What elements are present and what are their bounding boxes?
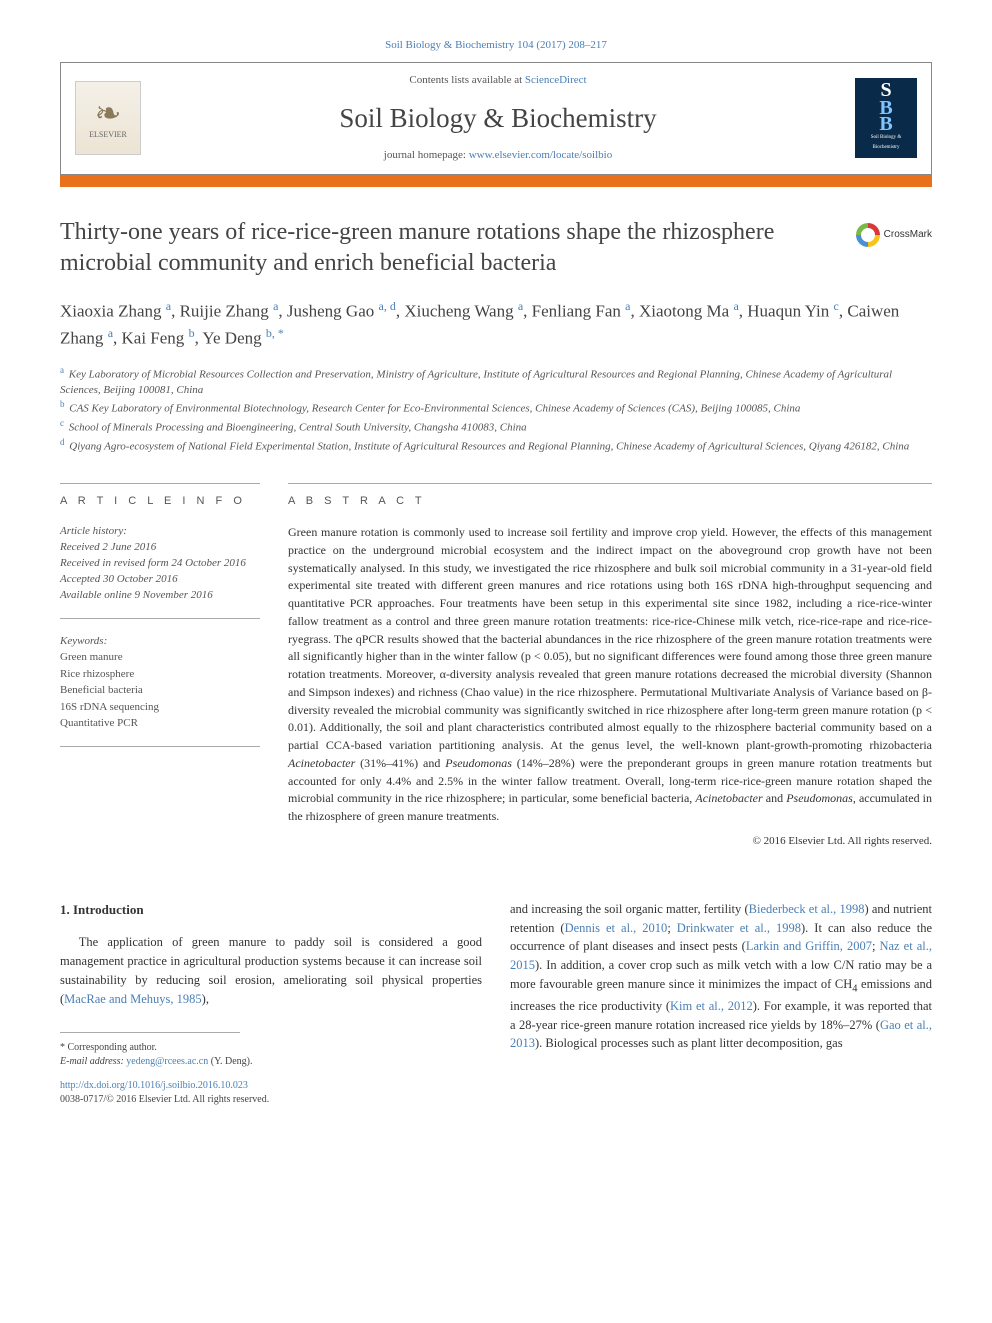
sciencedirect-link[interactable]: ScienceDirect — [525, 74, 587, 86]
footnote-rule — [60, 1032, 240, 1041]
abstract-column: A B S T R A C T Green manure rotation is… — [288, 483, 932, 850]
history-received: Received 2 June 2016 — [60, 541, 156, 553]
journal-header: ❧ ELSEVIER Contents lists available at S… — [60, 62, 932, 175]
corresponding-note: * Corresponding author. — [60, 1041, 482, 1055]
copyright-line: © 2016 Elsevier Ltd. All rights reserved… — [288, 834, 932, 850]
header-center: Contents lists available at ScienceDirec… — [153, 73, 843, 164]
history-label: Article history: — [60, 525, 127, 537]
title-row: Thirty-one years of rice-rice-green manu… — [60, 217, 932, 297]
history-online: Available online 9 November 2016 — [60, 589, 213, 601]
footnotes: * Corresponding author. E-mail address: … — [60, 1041, 482, 1069]
page: Soil Biology & Biochemistry 104 (2017) 2… — [0, 0, 992, 1137]
intro-para-right: and increasing the soil organic matter, … — [510, 900, 932, 1053]
doi-block: http://dx.doi.org/10.1016/j.soilbio.2016… — [60, 1079, 482, 1107]
body-left-column: 1. Introduction The application of green… — [60, 900, 482, 1108]
email-person: (Y. Deng). — [211, 1056, 253, 1067]
intro-para-left: The application of green manure to paddy… — [60, 933, 482, 1008]
body-right-column: and increasing the soil organic matter, … — [510, 900, 932, 1108]
elsevier-tree-icon: ❧ — [95, 97, 122, 129]
article-history: Article history: Received 2 June 2016 Re… — [60, 524, 260, 619]
doi-link[interactable]: http://dx.doi.org/10.1016/j.soilbio.2016… — [60, 1080, 248, 1091]
crossmark-badge[interactable]: CrossMark — [856, 223, 932, 247]
elsevier-logo: ❧ ELSEVIER — [75, 81, 141, 155]
homepage-prefix: journal homepage: — [384, 149, 469, 161]
journal-name: Soil Biology & Biochemistry — [153, 99, 843, 138]
article-info-heading: A R T I C L E I N F O — [60, 483, 260, 510]
publisher-name: ELSEVIER — [89, 129, 127, 141]
email-link[interactable]: yedeng@rcees.ac.cn — [126, 1056, 208, 1067]
abstract-text: Green manure rotation is commonly used t… — [288, 524, 932, 826]
abstract-heading: A B S T R A C T — [288, 483, 932, 510]
article-title: Thirty-one years of rice-rice-green manu… — [60, 217, 844, 279]
contents-line: Contents lists available at ScienceDirec… — [153, 73, 843, 89]
citation-line: Soil Biology & Biochemistry 104 (2017) 2… — [60, 38, 932, 54]
homepage-line: journal homepage: www.elsevier.com/locat… — [153, 148, 843, 164]
article-info-column: A R T I C L E I N F O Article history: R… — [60, 483, 260, 850]
crossmark-label: CrossMark — [884, 228, 932, 243]
history-accepted: Accepted 30 October 2016 — [60, 573, 178, 585]
history-revised: Received in revised form 24 October 2016 — [60, 557, 246, 569]
author-list: Xiaoxia Zhang a, Ruijie Zhang a, Jusheng… — [60, 297, 932, 351]
orange-divider-bar — [60, 175, 932, 187]
keywords-label: Keywords: — [60, 633, 260, 650]
crossmark-icon — [856, 223, 880, 247]
email-label: E-mail address: — [60, 1056, 124, 1067]
affiliations: a Key Laboratory of Microbial Resources … — [60, 364, 932, 456]
contents-prefix: Contents lists available at — [409, 74, 524, 86]
body-columns: 1. Introduction The application of green… — [60, 900, 932, 1108]
journal-cover-thumb: S B B Soil Biology & Biochemistry — [855, 78, 917, 158]
keywords-block: Keywords: Green manureRice rhizosphereBe… — [60, 633, 260, 747]
intro-heading: 1. Introduction — [60, 900, 482, 920]
info-abstract-row: A R T I C L E I N F O Article history: R… — [60, 483, 932, 850]
issn-copyright: 0038-0717/© 2016 Elsevier Ltd. All right… — [60, 1094, 269, 1105]
homepage-link[interactable]: www.elsevier.com/locate/soilbio — [469, 149, 612, 161]
keywords-list: Green manureRice rhizosphereBeneficial b… — [60, 649, 260, 732]
